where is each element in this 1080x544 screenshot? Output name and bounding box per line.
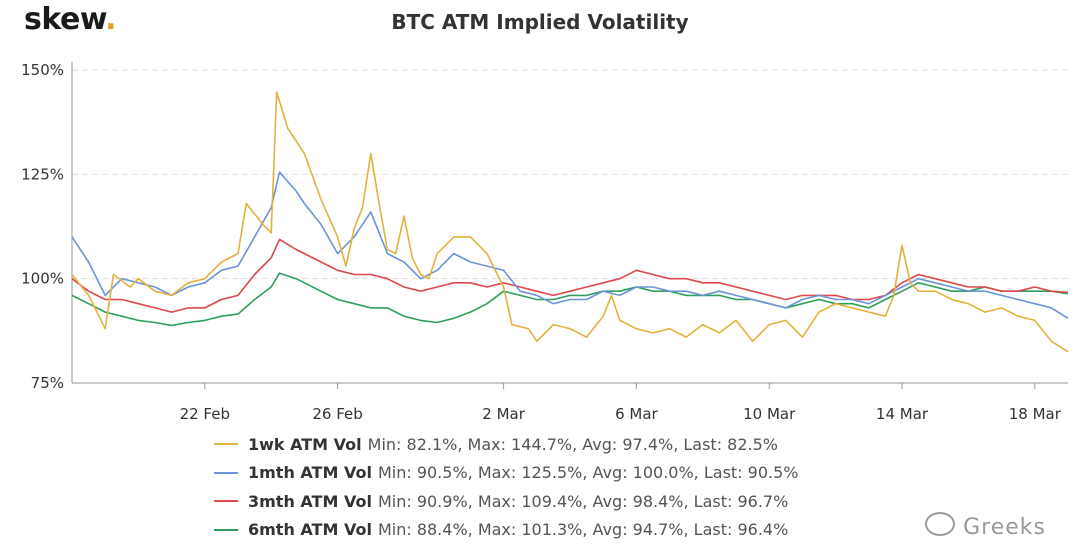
legend-name: 6mth ATM Vol [248, 520, 372, 539]
legend-item[interactable]: 1wk ATM Vol Min: 82.1%, Max: 144.7%, Avg:… [214, 430, 798, 459]
y-tick-label: 150% [21, 61, 64, 79]
legend-swatch [214, 472, 238, 474]
y-tick-label: 75% [31, 374, 64, 392]
x-tick-label: 6 Mar [615, 405, 658, 423]
legend-item[interactable]: 3mth ATM Vol Min: 90.9%, Max: 109.4%, Avg… [214, 487, 798, 516]
series-line-1mth [72, 172, 1068, 318]
x-tick-label: 2 Mar [482, 405, 525, 423]
watermark: Greeks [925, 512, 1046, 540]
legend-stats: Min: 90.5%, Max: 125.5%, Avg: 100.0%, La… [378, 463, 799, 482]
y-axis: 75% 100% 125% 150% [21, 61, 72, 392]
series-line-1wk [72, 92, 1068, 352]
legend-swatch [214, 500, 238, 502]
chart-legend: 1wk ATM Vol Min: 82.1%, Max: 144.7%, Avg:… [214, 430, 798, 544]
x-tick-label: 14 Mar [876, 405, 929, 423]
legend-swatch [214, 529, 238, 531]
watermark-text: Greeks [963, 515, 1046, 540]
x-axis: 22 Feb 26 Feb 2 Mar 6 Mar 10 Mar 14 Mar 18 Mar [72, 383, 1068, 423]
series-line-3mth [72, 239, 1068, 312]
y-tick-label: 125% [21, 165, 64, 183]
legend-stats: Min: 82.1%, Max: 144.7%, Avg: 97.4%, Las… [368, 435, 778, 454]
legend-stats: Min: 88.4%, Max: 101.3%, Avg: 94.7%, Las… [378, 520, 788, 539]
legend-stats: Min: 90.9%, Max: 109.4%, Avg: 98.4%, Las… [378, 492, 788, 511]
legend-name: 3mth ATM Vol [248, 492, 372, 511]
x-tick-label: 10 Mar [743, 405, 796, 423]
legend-item[interactable]: 6mth ATM Vol Min: 88.4%, Max: 101.3%, Avg… [214, 516, 798, 544]
x-tick-label: 26 Feb [312, 405, 362, 423]
legend-item[interactable]: 1mth ATM Vol Min: 90.5%, Max: 125.5%, Avg… [214, 459, 798, 488]
legend-name: 1wk ATM Vol [248, 435, 362, 454]
x-tick-label: 18 Mar [1009, 405, 1062, 423]
legend-swatch [214, 443, 238, 445]
y-tick-label: 100% [21, 270, 64, 288]
legend-name: 1mth ATM Vol [248, 463, 372, 482]
grid-lines [72, 70, 1068, 279]
x-tick-label: 22 Feb [180, 405, 230, 423]
chart-svg: 75% 100% 125% 150% 22 Feb 26 Feb 2 Mar 6 Mar 10… [0, 0, 1080, 430]
wechat-icon [925, 512, 955, 536]
series-lines [72, 92, 1068, 352]
